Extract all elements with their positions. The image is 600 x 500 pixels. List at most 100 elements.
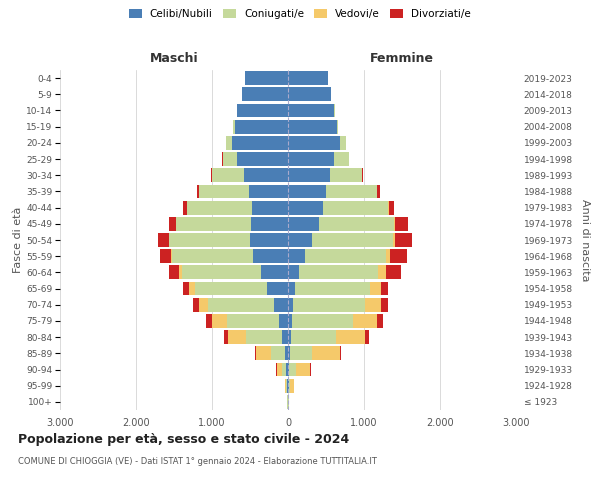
Bar — [193, 298, 199, 312]
Bar — [288, 88, 331, 101]
Bar — [378, 266, 386, 280]
Bar — [233, 120, 235, 134]
Bar — [293, 298, 365, 312]
Bar — [288, 330, 291, 344]
Bar — [158, 233, 169, 247]
Bar — [242, 88, 288, 101]
Bar — [287, 379, 288, 392]
Bar — [252, 200, 288, 214]
Bar — [381, 282, 388, 296]
Bar — [271, 346, 285, 360]
Bar — [250, 233, 288, 247]
Bar — [288, 200, 323, 214]
Bar — [288, 184, 326, 198]
Bar — [183, 200, 187, 214]
Bar — [237, 152, 288, 166]
Bar — [336, 330, 365, 344]
Bar — [377, 314, 383, 328]
Text: Popolazione per età, sesso e stato civile - 2024: Popolazione per età, sesso e stato civil… — [18, 432, 349, 446]
Bar — [246, 330, 283, 344]
Bar — [183, 282, 189, 296]
Bar — [288, 217, 319, 230]
Bar — [388, 200, 389, 214]
Bar — [337, 120, 338, 134]
Bar — [274, 298, 288, 312]
Bar — [245, 71, 288, 85]
Bar — [365, 330, 369, 344]
Bar — [279, 314, 288, 328]
Bar — [395, 217, 407, 230]
Bar — [244, 168, 288, 182]
Bar — [199, 298, 208, 312]
Bar — [235, 120, 288, 134]
Bar — [292, 314, 353, 328]
Y-axis label: Anni di nascita: Anni di nascita — [580, 198, 590, 281]
Bar — [232, 136, 288, 149]
Bar — [187, 200, 252, 214]
Bar — [176, 217, 251, 230]
Bar — [390, 250, 407, 263]
Bar — [197, 184, 199, 198]
Bar — [285, 346, 288, 360]
Bar — [199, 184, 249, 198]
Bar — [172, 250, 253, 263]
Bar — [288, 282, 295, 296]
Bar — [353, 314, 377, 328]
Bar — [208, 298, 274, 312]
Bar — [295, 282, 370, 296]
Bar — [296, 362, 310, 376]
Bar — [381, 298, 388, 312]
Bar — [260, 266, 288, 280]
Bar — [299, 266, 378, 280]
Bar — [255, 346, 256, 360]
Bar — [288, 136, 340, 149]
Bar — [288, 266, 299, 280]
Bar — [288, 168, 330, 182]
Bar — [160, 250, 171, 263]
Bar — [290, 379, 294, 392]
Bar — [288, 362, 289, 376]
Bar — [285, 379, 286, 392]
Bar — [182, 266, 260, 280]
Bar — [189, 282, 194, 296]
Bar — [224, 330, 227, 344]
Bar — [227, 330, 246, 344]
Bar — [288, 250, 305, 263]
Bar — [169, 217, 176, 230]
Bar — [393, 233, 395, 247]
Bar — [365, 298, 381, 312]
Bar — [237, 104, 288, 118]
Bar — [290, 346, 312, 360]
Text: Femmine: Femmine — [370, 52, 434, 65]
Y-axis label: Fasce di età: Fasce di età — [13, 207, 23, 273]
Bar — [326, 184, 377, 198]
Bar — [268, 282, 288, 296]
Bar — [249, 184, 288, 198]
Bar — [206, 314, 212, 328]
Bar — [340, 136, 346, 149]
Bar — [334, 152, 349, 166]
Bar — [179, 266, 182, 280]
Legend: Celibi/Nubili, Coniugati/e, Vedovi/e, Divorziati/e: Celibi/Nubili, Coniugati/e, Vedovi/e, Di… — [125, 5, 475, 24]
Bar — [395, 233, 412, 247]
Bar — [286, 379, 287, 392]
Bar — [288, 379, 289, 392]
Bar — [212, 314, 227, 328]
Bar — [319, 217, 394, 230]
Bar — [288, 298, 293, 312]
Bar — [256, 346, 271, 360]
Bar — [211, 168, 212, 182]
Bar — [288, 314, 292, 328]
Bar — [283, 362, 286, 376]
Bar — [323, 200, 388, 214]
Text: COMUNE DI CHIOGGIA (VE) - Dati ISTAT 1° gennaio 2024 - Elaborazione TUTTITALIA.I: COMUNE DI CHIOGGIA (VE) - Dati ISTAT 1° … — [18, 458, 377, 466]
Bar — [283, 330, 288, 344]
Bar — [312, 346, 340, 360]
Bar — [289, 362, 296, 376]
Bar — [386, 266, 401, 280]
Bar — [288, 104, 334, 118]
Bar — [288, 346, 290, 360]
Bar — [289, 379, 290, 392]
Bar — [288, 71, 328, 85]
Bar — [171, 250, 172, 263]
